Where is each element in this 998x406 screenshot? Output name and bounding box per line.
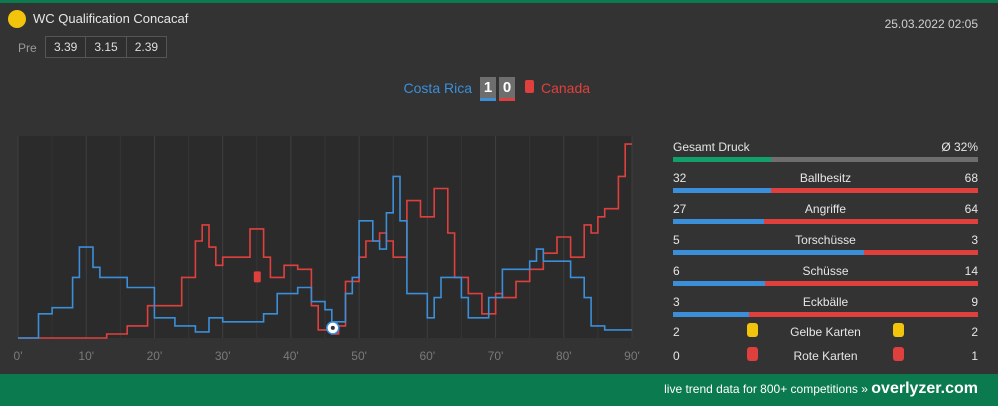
x-tick-label: 10'	[78, 349, 94, 363]
stat-label: Angriffe	[804, 202, 847, 216]
stat-label: Torschüsse	[795, 233, 856, 247]
stat-bar	[673, 312, 978, 317]
x-tick-label: 20'	[147, 349, 163, 363]
x-tick-label: 70'	[488, 349, 504, 363]
footer-bar: live trend data for 800+ competitions » …	[0, 374, 998, 406]
stat-row: 27 Angriffe 64	[673, 202, 978, 224]
league-name[interactable]: WC Qualification Concacaf	[33, 11, 189, 26]
red-card-away-icon	[893, 347, 904, 361]
away-score: 0	[499, 77, 515, 101]
odds-away[interactable]: 2.39	[126, 36, 168, 58]
match-header: WC Qualification Concacaf 25.03.2022 02:…	[0, 3, 998, 63]
stat-row-header: 5 Torschüsse 3	[673, 233, 978, 247]
league-icon	[8, 10, 26, 28]
stat-row-header: 32 Ballbesitz 68	[673, 171, 978, 185]
stat-bar-home-fill	[673, 281, 765, 286]
yellow-cards-away: 2	[971, 325, 978, 339]
stat-row-header: 6 Schüsse 14	[673, 264, 978, 278]
stat-rows: 32 Ballbesitz 68 27 Angriffe 64 5 Torschüsse 3 6 S…	[673, 171, 978, 317]
pressure-bar-fill	[673, 157, 771, 162]
chart-x-ticks: 0' 10' 20' 30' 40' 50' 60' 70' 80' 90'	[14, 349, 640, 363]
stat-bar	[673, 219, 978, 224]
stat-row: 5 Torschüsse 3	[673, 233, 978, 255]
stat-away-value: 3	[971, 233, 978, 247]
red-card-event-icon	[253, 271, 261, 283]
odds-group: 3.39 3.15 2.39	[45, 36, 168, 58]
stat-row: 6 Schüsse 14	[673, 264, 978, 286]
footer-promo[interactable]: live trend data for 800+ competitions » …	[664, 380, 978, 398]
match-datetime: 25.03.2022 02:05	[884, 17, 978, 31]
yellow-cards-home: 2	[673, 325, 680, 339]
x-tick-label: 90'	[624, 349, 640, 363]
stat-home-value: 32	[673, 171, 687, 185]
stat-away-value: 14	[964, 264, 978, 278]
stat-bar-home-fill	[673, 312, 750, 317]
odds-draw[interactable]: 3.15	[86, 36, 127, 58]
odds-home[interactable]: 3.39	[45, 36, 87, 58]
yellow-card-away-icon	[893, 323, 904, 337]
yellow-cards-label: Gelbe Karten	[790, 325, 861, 339]
red-cards-home: 0	[673, 349, 680, 363]
stat-label: Schüsse	[802, 264, 849, 278]
stat-away-value: 9	[971, 295, 978, 309]
yellow-cards-row: 2 Gelbe Karten 2	[673, 323, 978, 341]
stat-bar-home-fill	[673, 219, 764, 224]
home-score: 1	[480, 77, 496, 101]
goal-event-icon	[326, 321, 340, 335]
pressure-label: Gesamt Druck	[673, 140, 750, 154]
stat-home-value: 5	[673, 233, 680, 247]
pre-odds-label: Pre	[18, 41, 37, 55]
stat-row-header: 27 Angriffe 64	[673, 202, 978, 216]
stat-bar	[673, 250, 978, 255]
x-tick-label: 0'	[14, 349, 23, 363]
stat-row-header: 3 Eckbälle 9	[673, 295, 978, 309]
away-pressure-line	[18, 143, 632, 339]
stats-panel: Gesamt Druck Ø 32% 32 Ballbesitz 68 27 Angri…	[673, 140, 978, 365]
scoreboard: Costa Rica 1 0 Canada	[0, 74, 998, 104]
chart-events	[253, 271, 340, 335]
stat-row: 32 Ballbesitz 68	[673, 171, 978, 193]
stat-bar-home-fill	[673, 250, 864, 255]
stat-label: Ballbesitz	[799, 171, 852, 185]
pressure-header: Gesamt Druck Ø 32%	[673, 140, 978, 154]
pressure-trend-chart: 0' 10' 20' 30' 40' 50' 60' 70' 80' 90'	[14, 136, 640, 363]
stat-label: Eckbälle	[802, 295, 849, 309]
stat-home-value: 27	[673, 202, 687, 216]
pressure-value: Ø 32%	[941, 140, 978, 154]
away-team-name[interactable]: Canada	[541, 80, 591, 96]
top-accent-bar	[0, 0, 998, 3]
stat-home-value: 6	[673, 264, 680, 278]
red-cards-label: Rote Karten	[793, 349, 858, 363]
stat-bar-home-fill	[673, 188, 771, 193]
footer-brand[interactable]: overlyzer.com	[871, 380, 978, 397]
footer-text: live trend data for 800+ competitions »	[664, 382, 868, 396]
stat-home-value: 3	[673, 295, 680, 309]
stat-row: 3 Eckbälle 9	[673, 295, 978, 317]
x-tick-label: 40'	[283, 349, 299, 363]
red-cards-away: 1	[971, 349, 978, 363]
x-tick-label: 60'	[420, 349, 436, 363]
chart-series	[18, 143, 632, 339]
red-card-home-icon	[747, 347, 758, 361]
stat-away-value: 68	[964, 171, 978, 185]
stat-bar	[673, 188, 978, 193]
yellow-card-home-icon	[747, 323, 758, 337]
stat-bar	[673, 281, 978, 286]
home-pressure-line	[18, 175, 632, 339]
pressure-bar	[673, 157, 978, 162]
home-team-name[interactable]: Costa Rica	[403, 80, 472, 96]
x-tick-label: 80'	[556, 349, 572, 363]
stat-away-value: 64	[964, 202, 978, 216]
away-red-card-icon	[525, 80, 534, 93]
x-tick-label: 30'	[215, 349, 231, 363]
x-tick-label: 50'	[351, 349, 367, 363]
red-cards-row: 0 Rote Karten 1	[673, 347, 978, 365]
